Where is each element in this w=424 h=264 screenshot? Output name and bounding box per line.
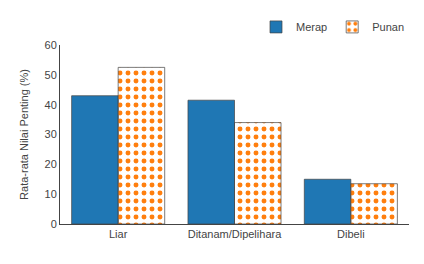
svg-text:40: 40 — [45, 99, 57, 111]
svg-text:10: 10 — [45, 188, 57, 200]
svg-text:0: 0 — [51, 218, 57, 230]
svg-text:Punan: Punan — [372, 21, 404, 33]
svg-text:Rata-rata Nilai Penting (%): Rata-rata Nilai Penting (%) — [18, 69, 30, 200]
svg-text:50: 50 — [45, 69, 57, 81]
svg-text:20: 20 — [45, 158, 57, 170]
svg-text:Liar: Liar — [109, 228, 128, 240]
svg-text:Ditanam/Dipelihara: Ditanam/Dipelihara — [188, 228, 282, 240]
svg-text:Merap: Merap — [296, 21, 327, 33]
svg-text:60: 60 — [45, 39, 57, 51]
svg-text:30: 30 — [45, 128, 57, 140]
svg-text:Dibeli: Dibeli — [337, 228, 365, 240]
